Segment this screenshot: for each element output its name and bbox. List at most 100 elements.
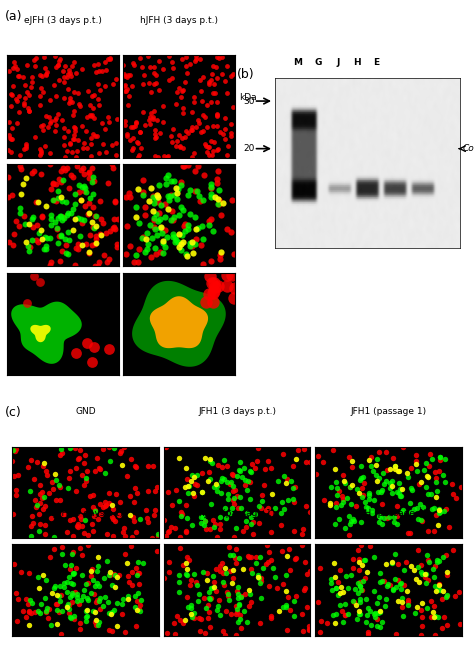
Point [371,612,379,622]
Point [236,553,243,563]
Point [209,571,217,582]
Point [145,516,152,527]
Point [178,239,185,250]
Point [439,469,447,480]
Point [130,257,138,267]
Point [369,508,376,518]
Point [167,215,175,226]
Point [332,477,339,487]
Point [106,567,114,578]
Point [33,457,40,467]
Point [22,173,30,183]
Point [77,514,85,525]
Point [52,494,60,505]
Point [53,589,60,600]
Point [80,585,88,595]
Point [144,50,152,61]
Point [189,241,196,251]
Point [13,118,21,128]
Text: (a): (a) [5,10,22,23]
Point [70,611,78,621]
Point [370,494,378,505]
Point [176,141,184,152]
Point [237,591,244,601]
Point [175,577,182,587]
Point [210,136,218,147]
Point [147,252,155,262]
Point [331,519,338,529]
Point [35,509,43,519]
Point [28,234,36,244]
Point [443,589,451,600]
Point [57,590,64,600]
Point [211,519,219,529]
Point [362,573,369,584]
Point [200,233,207,244]
Point [175,453,182,464]
Point [221,503,229,513]
Point [56,482,64,493]
Point [37,83,45,93]
Point [375,447,383,457]
Point [193,185,201,196]
Point [6,129,13,140]
Point [81,183,89,194]
Point [30,473,38,484]
Point [223,513,230,524]
Point [72,243,80,253]
Point [55,193,62,203]
Point [25,599,32,609]
Point [137,606,144,616]
Point [425,460,432,471]
Point [248,459,256,469]
Point [345,582,352,593]
Text: E: E [373,57,379,67]
Point [250,517,257,527]
Point [17,208,24,218]
Point [13,616,21,627]
Point [22,140,30,151]
Point [164,170,172,181]
Point [278,497,286,508]
Point [367,461,374,471]
Point [404,471,412,482]
Point [392,582,400,592]
Point [443,567,451,577]
Point [178,132,186,143]
Point [172,231,179,242]
Point [175,210,183,220]
Point [191,148,198,158]
Point [72,123,79,133]
Point [69,134,76,144]
Point [390,453,397,464]
Point [229,494,237,505]
Point [105,608,112,618]
Point [132,211,140,222]
Point [274,476,282,486]
Point [232,523,240,533]
Point [181,221,188,231]
Point [376,606,384,616]
Point [137,143,145,153]
Point [346,482,354,492]
Point [207,622,214,632]
Point [63,527,71,537]
Point [94,79,102,89]
Point [64,227,72,237]
Point [157,200,164,211]
Point [92,615,100,625]
Point [130,497,138,508]
Point [264,540,271,550]
Point [365,506,372,516]
Point [86,193,93,203]
Point [106,498,113,509]
Point [56,494,64,505]
Point [287,475,295,486]
Point [289,483,297,494]
Point [173,187,181,198]
Point [197,614,204,625]
Point [94,94,101,104]
Point [181,218,189,229]
Point [164,151,172,161]
Point [436,452,444,462]
